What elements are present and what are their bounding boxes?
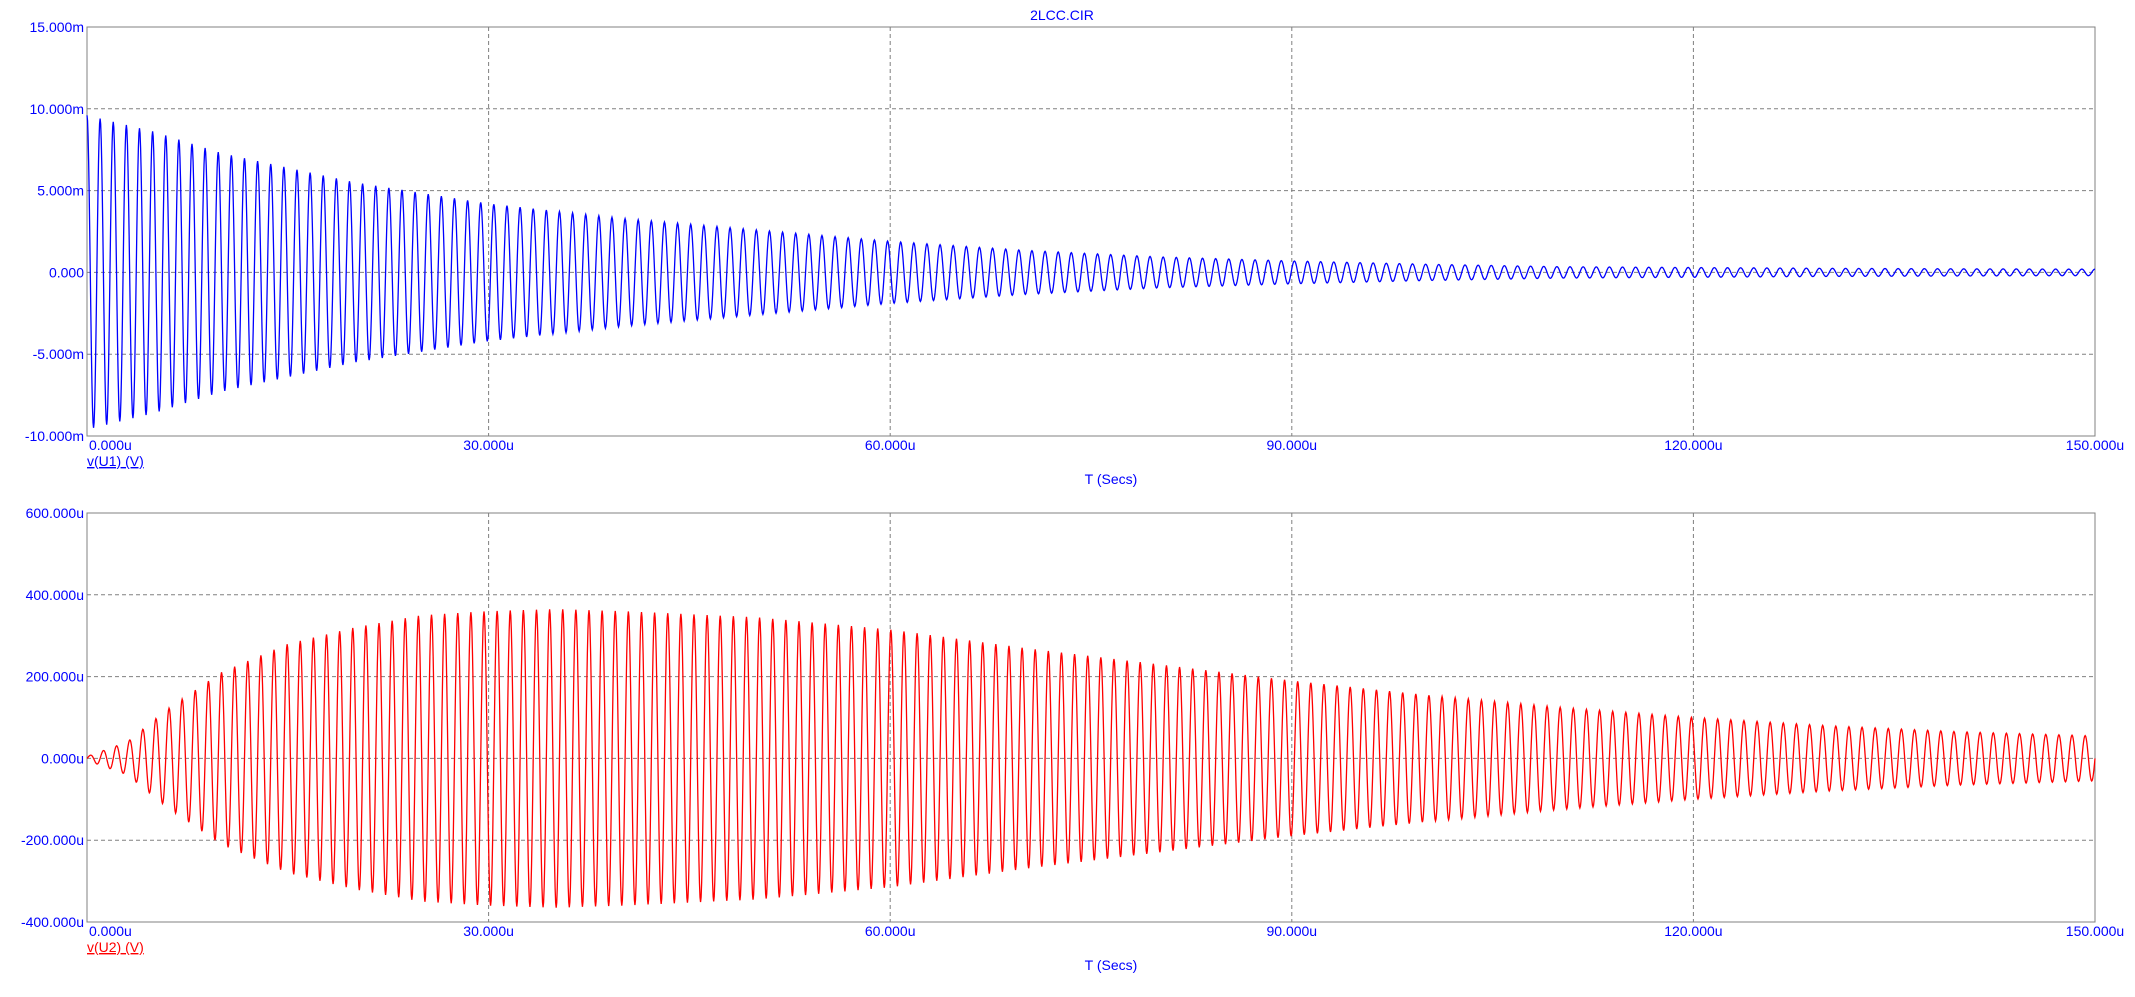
x-axis-label: T (Secs) bbox=[1085, 471, 1138, 487]
y-tick-label: 0.000u bbox=[41, 750, 84, 766]
x-tick-label: 60.000u bbox=[865, 923, 916, 939]
x-tick-label: 0.000u bbox=[89, 923, 132, 939]
y-tick-label: -200.000u bbox=[21, 832, 84, 848]
x-tick-label: 150.000u bbox=[2066, 437, 2124, 453]
series-line-1 bbox=[86, 115, 2096, 428]
x-tick-label: 150.000u bbox=[2066, 923, 2124, 939]
x-tick-label: 0.000u bbox=[89, 437, 132, 453]
y-tick-label: -10.000m bbox=[25, 428, 84, 444]
y-tick-label: 200.000u bbox=[26, 669, 84, 685]
chart-panel-upper: 0.000u 30.000u 60.000u 90.000u 120.000u 150.0… bbox=[25, 19, 2124, 487]
x-axis-label: T (Secs) bbox=[1085, 957, 1138, 973]
series-legend-label[interactable]: v(U1) (V) bbox=[87, 453, 144, 469]
y-tick-label: 10.000m bbox=[30, 101, 84, 117]
series-legend-label[interactable]: v(U2) (V) bbox=[87, 939, 144, 955]
plot-frame bbox=[86, 512, 2096, 923]
y-tick-label: 0.000 bbox=[49, 264, 84, 280]
series-line-2 bbox=[86, 609, 2096, 908]
x-tick-label: 120.000u bbox=[1664, 437, 1722, 453]
x-tick-label: 90.000u bbox=[1266, 923, 1317, 939]
y-tick-label: 15.000m bbox=[30, 19, 84, 35]
x-tick-label: 90.000u bbox=[1266, 437, 1317, 453]
y-tick-label: 400.000u bbox=[26, 587, 84, 603]
y-tick-label: -5.000m bbox=[33, 346, 84, 362]
window-title: 2LCC.CIR bbox=[1030, 7, 1094, 23]
y-tick-label: 5.000m bbox=[37, 183, 84, 199]
chart-panel-lower: 0.000u 30.000u 60.000u 90.000u 120.000u 150.0… bbox=[21, 505, 2124, 973]
plot-frame bbox=[86, 26, 2096, 437]
x-tick-label: 120.000u bbox=[1664, 923, 1722, 939]
x-tick-label: 60.000u bbox=[865, 437, 916, 453]
x-tick-label: 30.000u bbox=[463, 437, 514, 453]
x-tick-label: 30.000u bbox=[463, 923, 514, 939]
y-tick-label: -400.000u bbox=[21, 914, 84, 930]
y-tick-label: 600.000u bbox=[26, 505, 84, 521]
